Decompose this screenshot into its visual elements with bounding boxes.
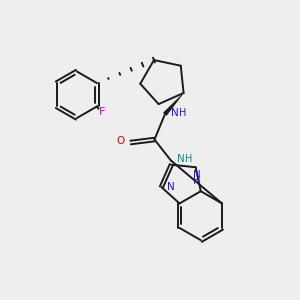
Text: O: O (116, 136, 124, 146)
Text: N: N (193, 170, 201, 180)
Text: N: N (178, 154, 185, 164)
Text: N: N (172, 108, 179, 118)
Text: H: H (194, 176, 201, 186)
Text: N: N (167, 182, 175, 192)
Text: H: H (185, 154, 193, 164)
Text: H: H (179, 108, 187, 118)
Polygon shape (164, 93, 184, 116)
Text: F: F (99, 107, 106, 117)
